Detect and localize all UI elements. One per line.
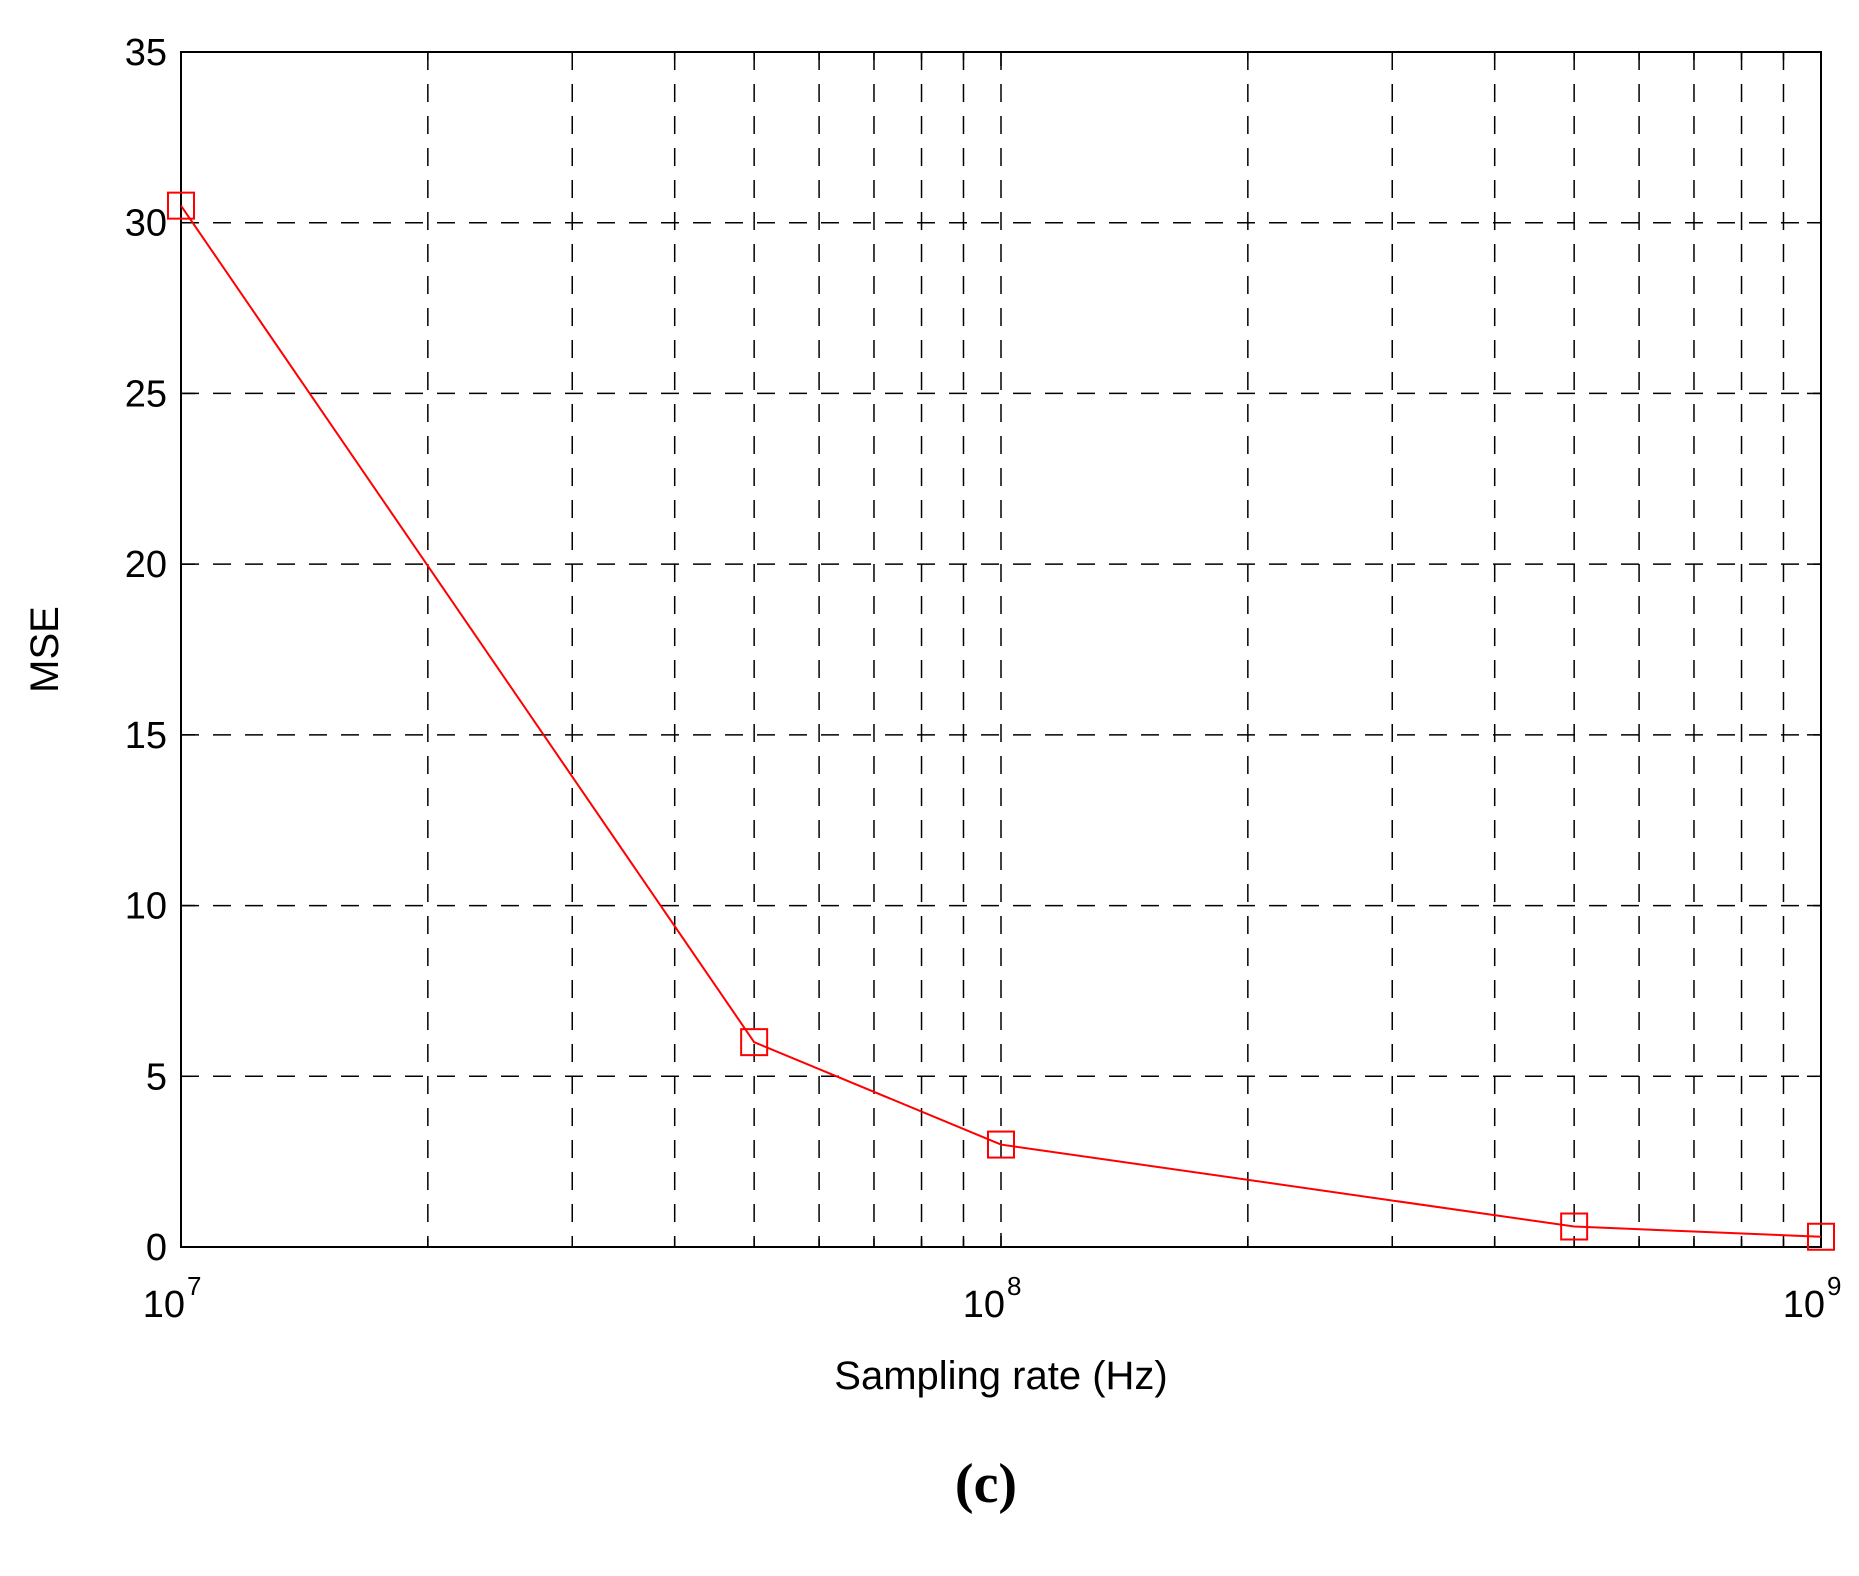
grid-lines [181,52,1821,1247]
y-tick-label: 35 [125,32,167,74]
data-point-marker [987,1130,1015,1159]
x-tick-base: 10 [143,1284,185,1326]
plot-frame [180,51,1822,1248]
x-tick-exponent: 8 [1007,1271,1021,1301]
x-axis-label: Sampling rate (Hz) [834,1354,1167,1398]
axis-ticks [181,51,1821,1248]
series-layer [167,191,1835,1251]
y-tick-label: 20 [125,544,167,586]
x-tick-label: 10 7 [143,1271,202,1326]
y-tick-labels: 0 5 10 15 20 25 30 35 [125,32,167,1269]
x-tick-label: 10 8 [963,1271,1022,1326]
data-point-marker [740,1028,769,1057]
y-tick-label: 30 [125,203,167,245]
y-tick-label: 25 [125,373,167,415]
y-tick-label: 10 [125,886,167,928]
x-tick-exponent: 9 [1827,1271,1841,1301]
data-point-marker [1807,1222,1835,1251]
series-line [180,205,1822,1238]
x-tick-labels: 10 7 10 8 10 9 [143,1271,1842,1326]
y-tick-label: 5 [146,1056,167,1098]
x-tick-base: 10 [963,1284,1005,1326]
y-tick-label: 15 [125,715,167,757]
data-point-marker [167,191,195,220]
panel-label: (c) [955,1453,1017,1515]
x-tick-label: 10 9 [1783,1271,1842,1326]
x-tick-base: 10 [1783,1284,1825,1326]
y-tick-label: 0 [146,1227,167,1269]
x-tick-exponent: 7 [187,1271,201,1301]
y-axis-label: MSE [23,606,67,693]
data-point-marker [1560,1212,1589,1241]
